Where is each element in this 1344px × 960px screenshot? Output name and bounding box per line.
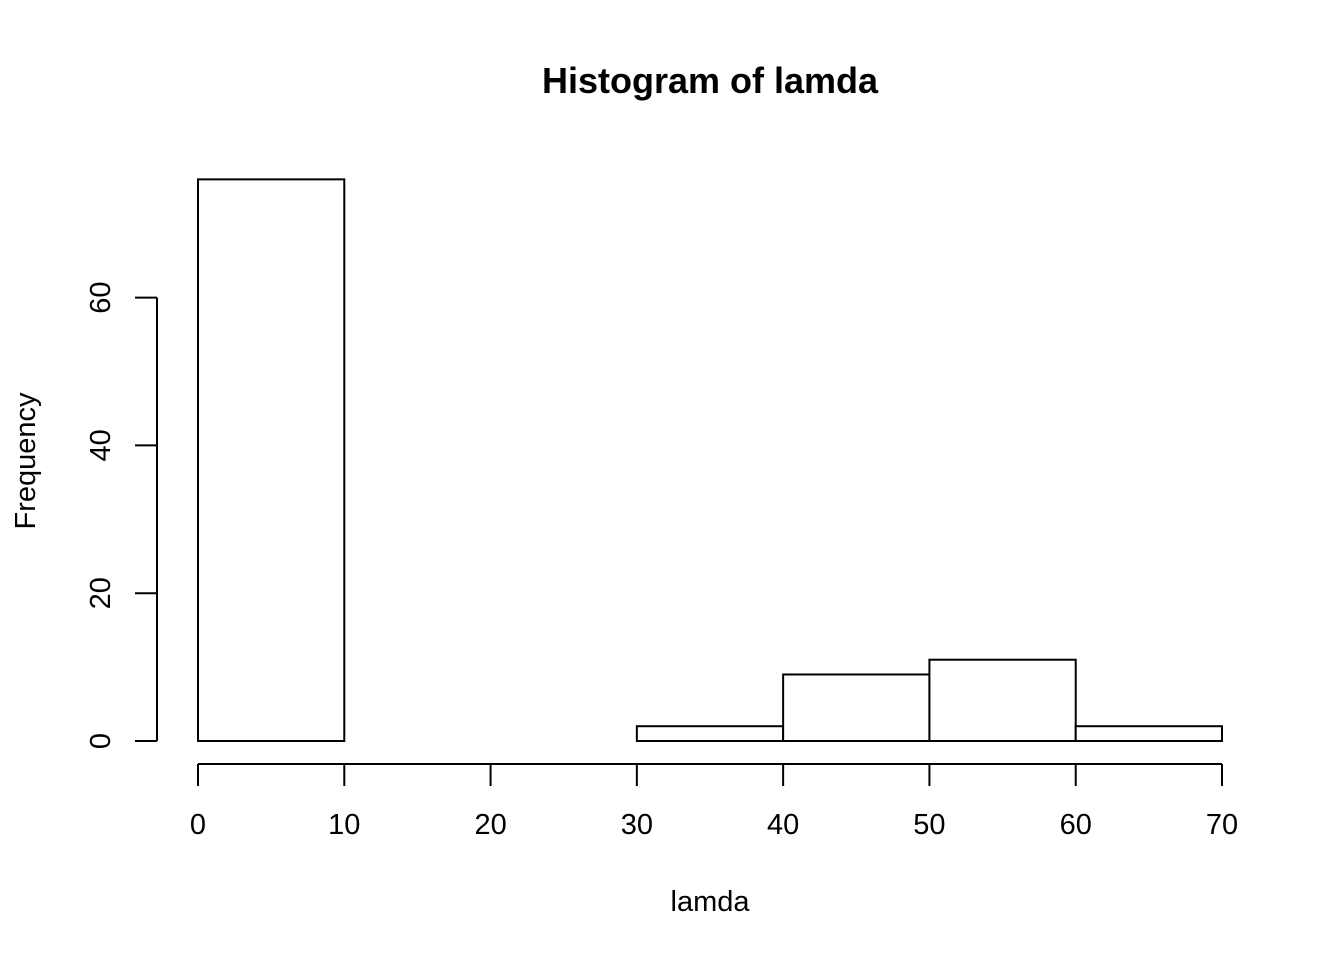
histogram-bar-5 (928, 658, 1077, 743)
y-tick-label-3: 60 (85, 281, 117, 313)
x-tick-label-2: 20 (474, 809, 506, 841)
y-axis: 0 20 40 60 (85, 281, 158, 749)
y-tick-label-0: 0 (85, 733, 117, 749)
x-axis-label: lamda (671, 886, 751, 918)
x-tick-label-6: 60 (1060, 809, 1092, 841)
bars-group (197, 178, 1223, 743)
histogram-bar-4 (782, 673, 931, 742)
x-tick-label-5: 50 (913, 809, 945, 841)
y-tick-label-1: 20 (85, 577, 117, 609)
x-tick-label-0: 0 (190, 809, 206, 841)
x-tick-label-4: 40 (767, 809, 799, 841)
x-axis: 0 10 20 30 40 50 60 70 (190, 763, 1238, 841)
x-tick-label-3: 30 (621, 809, 653, 841)
x-tick-label-1: 10 (328, 809, 360, 841)
x-tick-label-7: 70 (1206, 809, 1238, 841)
histogram-bar-0 (197, 178, 346, 743)
chart-title: Histogram of lamda (542, 60, 879, 101)
histogram-bar-6 (1074, 725, 1223, 742)
y-axis-label: Frequency (10, 392, 42, 530)
histogram-bar-3 (635, 725, 785, 742)
y-tick-label-2: 40 (85, 429, 117, 461)
